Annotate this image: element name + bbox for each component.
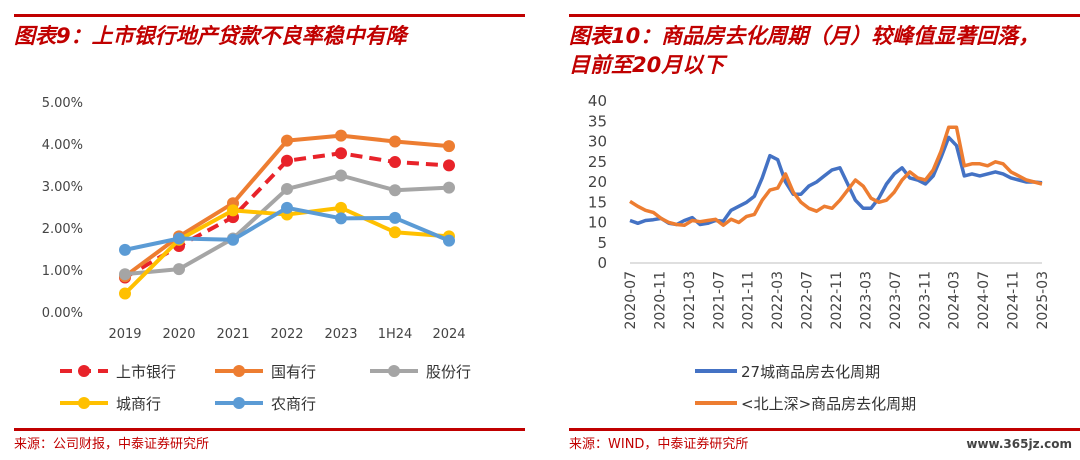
legend-marker [233,365,245,377]
legend-marker [78,365,90,377]
y-tick-label: 3.00% [42,180,83,195]
x-tick-label: 2024-03 [947,271,963,330]
x-tick-label: 2021-03 [682,271,698,330]
right-chart-panel: 图表10：商品房去化周期（月）较峰值显著回落， 目前至20月以下 0 5 10 15 2… [555,0,1080,460]
data-point [389,135,401,148]
y-tick-label: 1.00% [42,264,83,279]
right-chart-title: 图表10：商品房去化周期（月）较峰值显著回落， 目前至20月以下 [569,24,1040,77]
data-point [119,243,131,256]
legend-label: 农商行 [271,395,316,413]
data-point [389,184,401,197]
data-point [281,154,293,167]
x-tick-label: 2022 [270,327,303,342]
y-tick-label: 2.00% [42,222,83,237]
y-tick-label: 0 [597,254,607,272]
data-point [389,211,401,224]
x-tick-label: 2021-11 [741,271,757,330]
x-tick-label: 2023 [324,327,357,342]
x-tick-label: 2022-11 [829,271,845,330]
data-point [281,201,293,214]
x-tick-label: 2021-07 [711,271,727,330]
watermark: www.365jz.com [966,437,1072,451]
right-title-rule [569,14,1080,17]
y-tick-label: 35 [588,112,607,130]
left-title-rule [14,14,525,17]
left-chart-title: 图表9：上市银行地产贷款不良率稳中有降 [14,24,407,48]
legend-label: 城商行 [116,395,161,413]
data-point [335,129,347,142]
y-tick-label: 40 [588,92,607,110]
x-tick-label: 2023-11 [917,271,933,330]
left-chart-panel: 图表9：上市银行地产贷款不良率稳中有降 0.00% 1.00% 2.00% 3.00%… [0,0,525,460]
legend-label: 股份行 [426,363,471,381]
legend-marker [78,397,90,409]
x-tick-label: 2020-11 [652,271,668,330]
y-tick-label: 5 [597,234,607,252]
x-tick-label: 2022-07 [800,271,816,330]
y-tick-label: 25 [588,153,607,171]
data-point [173,263,185,276]
x-tick-label: 1H24 [378,327,413,342]
left-source-note: 来源：公司财报，中泰证券研究所 [14,437,210,452]
x-tick-label: 2021 [216,327,249,342]
data-point [119,287,131,300]
right-source-rule [569,428,1080,431]
x-tick-label: 2023-07 [888,271,904,330]
x-tick-label: 2023-03 [858,271,874,330]
data-point [335,169,347,182]
series-line-0 [629,135,1043,227]
data-point [389,226,401,239]
y-tick-label: 30 [588,133,607,151]
data-point [443,159,455,172]
x-tick-label: 2024-07 [976,271,992,330]
data-point [119,268,131,281]
data-point [227,204,239,217]
legend-label: <北上深>商品房去化周期 [741,395,916,413]
legend-marker [388,365,400,377]
legend-label: 国有行 [271,363,316,381]
series-line-1 [629,125,1043,228]
x-tick-label: 2024 [432,327,465,342]
legend-label: 27城商品房去化周期 [741,363,880,381]
x-tick-label: 2019 [108,327,141,342]
y-tick-label: 20 [588,173,607,191]
right-chart-svg: 0 5 10 15 20 25 30 35 40 2020-07 2020-11 2021-03 202… [588,92,1051,413]
data-point [443,234,455,247]
data-point [281,134,293,147]
data-point [281,182,293,195]
y-tick-label: 5.00% [42,96,83,111]
data-point [443,181,455,194]
x-tick-label: 2025-03 [1035,271,1051,330]
x-tick-label: 2024-11 [1006,271,1022,330]
data-point [173,232,185,245]
left-chart-svg: 0.00% 1.00% 2.00% 3.00% 4.00% 5.00% 2019 2020 20… [42,96,471,413]
y-tick-label: 15 [588,193,607,211]
data-point [335,201,347,214]
x-tick-label: 2020 [162,327,195,342]
data-point [389,156,401,169]
right-source-note: 来源：WIND，中泰证券研究所 [569,437,749,452]
y-tick-label: 10 [588,214,607,232]
data-point [335,212,347,225]
data-point [335,147,347,160]
data-point [443,140,455,153]
x-tick-label: 2022-03 [770,271,786,330]
x-tick-label: 2020-07 [623,271,639,330]
y-tick-label: 4.00% [42,138,83,153]
y-tick-label: 0.00% [42,306,83,321]
left-source-rule [14,428,525,431]
data-point [227,233,239,246]
legend-label: 上市银行 [116,363,176,381]
legend-marker [233,397,245,409]
